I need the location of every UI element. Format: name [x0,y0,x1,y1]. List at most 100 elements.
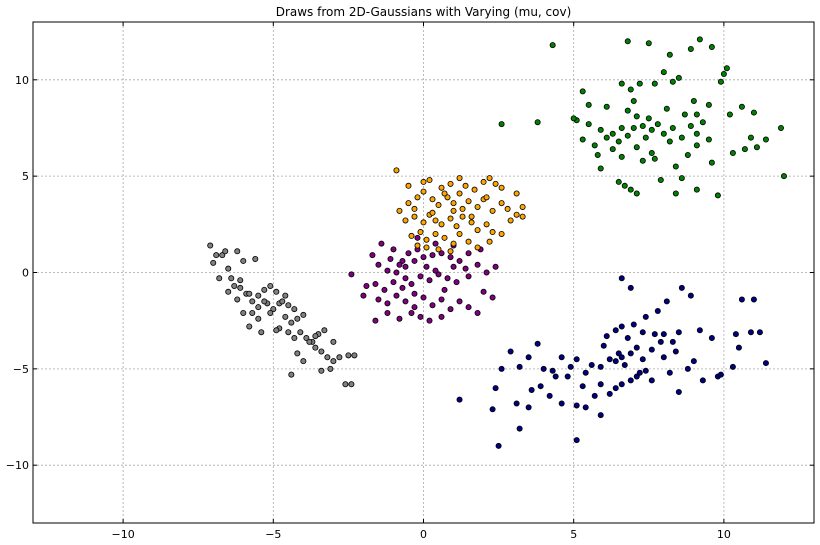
scatter-point [648,377,655,384]
scatter-point [669,338,676,345]
scatter-point [465,304,472,311]
scatter-point [633,344,640,351]
scatter-point [318,367,325,374]
scatter-point [429,252,436,259]
scatter-point [237,277,244,284]
scatter-point [480,288,487,295]
scatter-point [399,257,406,264]
scatter-point [675,329,682,336]
scatter-point [633,144,640,151]
scatter-point [762,136,769,143]
scatter-point [636,369,643,376]
scatter-point [285,329,292,336]
scatter-point [300,311,307,318]
scatter-point [708,44,715,51]
scatter-point [210,259,217,266]
scatter-point [636,80,643,87]
scatter-point [348,381,355,388]
scatter-point [396,315,403,322]
scatter-point [420,219,427,226]
scatter-point [753,144,760,151]
scatter-point [498,365,505,372]
scatter-point [696,36,703,43]
scatter-point [498,184,505,191]
scatter-point [489,406,496,413]
series-4 [393,167,526,255]
scatter-point [465,198,472,205]
scatter-point [483,269,490,276]
scatter-point [261,286,268,293]
scatter-point [537,383,544,390]
scatter-point [693,186,700,193]
scatter-point [342,381,349,388]
scatter-point [222,248,229,255]
scatter-point [645,115,652,122]
scatter-point [423,244,430,251]
scatter-point [462,265,469,272]
scatter-point [525,354,532,361]
scatter-point [546,392,553,399]
scatter-point [225,265,232,272]
scatter-point [351,352,358,359]
scatter-point [690,98,697,105]
scatter-point [714,192,721,199]
scatter-point [657,338,664,345]
scatter-point [705,136,712,143]
scatter-point [540,365,547,372]
data-points [207,36,787,449]
scatter-point [678,134,685,141]
scatter-point [660,331,667,338]
scatter-point [651,80,658,87]
scatter-point [666,369,673,376]
scatter-point [450,200,457,207]
scatter-point [279,298,286,305]
scatter-point [645,40,652,47]
scatter-point [474,309,481,316]
scatter-point [648,150,655,157]
scatter-point [378,240,385,247]
scatter-point [312,344,319,351]
scatter-point [687,292,694,299]
scatter-point [450,263,457,270]
scatter-point [498,230,505,237]
scatter-point [627,186,634,193]
scatter-point [630,321,637,328]
scatter-point [465,250,472,257]
scatter-point [489,207,496,214]
scatter-point [267,282,274,289]
scatter-point [249,309,256,316]
scatter-point [597,363,604,370]
scatter-point [681,111,688,118]
scatter-point [438,313,445,320]
scatter-point [429,209,436,216]
scatter-point [633,113,640,120]
scatter-point [603,103,610,110]
y-tick-label: 0 [22,267,29,280]
scatter-point [330,338,337,345]
scatter-point [411,213,418,220]
tick-labels: −10 −5 0 5 10 −10 −5 0 5 10 [6,74,731,541]
scatter-point [648,126,655,133]
scatter-point [249,298,256,305]
scatter-point [480,178,487,185]
scatter-point [213,252,220,259]
scatter-point [492,263,499,270]
scatter-point [525,404,532,411]
scatter-point [648,346,655,353]
scatter-point [360,292,367,299]
scatter-point [627,284,634,291]
scatter-point [498,121,505,128]
scatter-point [669,124,676,131]
scatter-point [651,331,658,338]
scatter-point [654,308,661,315]
scatter-point [474,244,481,251]
scatter-point [612,358,619,365]
scatter-point [699,377,706,384]
scatter-point [306,338,313,345]
scatter-point [291,335,298,342]
scatter-point [597,165,604,172]
scatter-point [666,138,673,145]
scatter-point [642,313,649,320]
scatter-point [573,437,580,444]
scatter-point [282,313,289,320]
